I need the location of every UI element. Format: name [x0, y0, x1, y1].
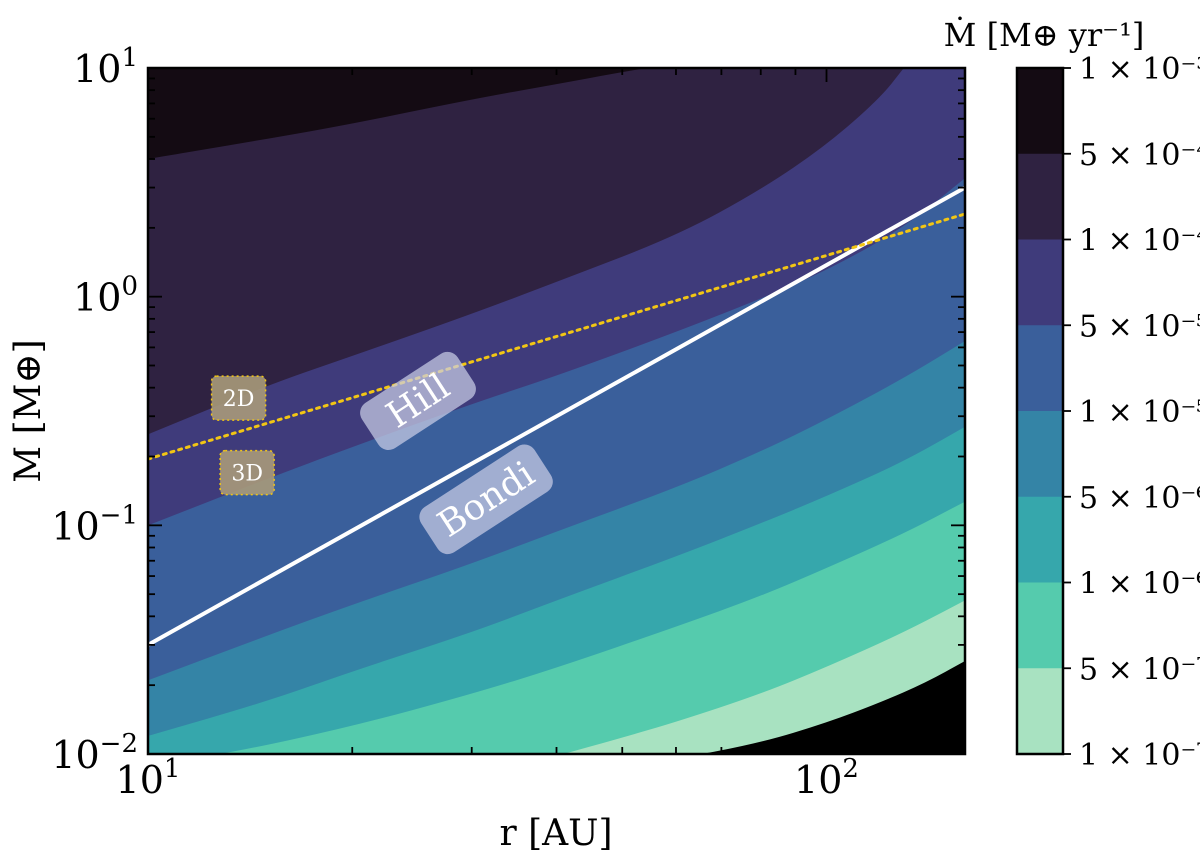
colorbar-segment: [1017, 68, 1063, 155]
x-axis-label: r [AU]: [499, 813, 612, 854]
y-tick-label: 100: [73, 272, 138, 320]
colorbar-tick-label: 1 × 10⁻³: [1079, 52, 1200, 87]
y-tick-labels: 10−2 10−1 100 101: [51, 43, 138, 777]
y-axis-label: M [M⊕]: [8, 339, 49, 482]
x-tick-label: 101: [116, 754, 181, 802]
colorbar-segment: [1017, 496, 1063, 583]
colorbar-segment: [1017, 411, 1063, 498]
axis-ticks: [147, 67, 965, 755]
contour-band: [702, 661, 965, 754]
annotation-box: [360, 351, 476, 451]
colorbar-segment: [1017, 239, 1063, 326]
y-tick-label: 10−2: [51, 729, 138, 777]
colorbar-segment: [1017, 582, 1063, 669]
colorbar-tick-label: 5 × 10⁻⁵: [1079, 309, 1200, 344]
annotation-text: 3D: [231, 462, 263, 487]
colorbar-tick-label: 5 × 10⁻⁶: [1079, 481, 1200, 516]
annotation-text: 2D: [223, 387, 255, 412]
annotation-box: [219, 449, 275, 496]
x-tick-labels: 101 102: [116, 754, 859, 802]
annotation-2d: 2D: [210, 375, 267, 421]
hill-bondi-transition-line: [148, 185, 965, 647]
colorbar-tick-label: 5 × 10⁻⁴: [1079, 138, 1200, 173]
colorbar-segment: [1017, 325, 1063, 412]
colorbar-segment: [1017, 153, 1063, 240]
y-tick-label: 101: [73, 43, 138, 91]
annotation-3d: 3D: [219, 449, 275, 496]
colorbar-tick-label: 5 × 10⁻⁷: [1079, 652, 1200, 687]
colorbar-tick-label: 1 × 10⁻⁷: [1079, 738, 1200, 773]
colorbar-segment: [1017, 668, 1063, 755]
annotation-box: [210, 375, 267, 421]
annotation-box: [419, 444, 553, 555]
colorbar-tick-label: 1 × 10⁻⁵: [1079, 395, 1200, 430]
y-tick-label: 10−1: [51, 500, 138, 548]
colorbar-title: Ṁ [M⊕ yr⁻¹]: [944, 16, 1145, 54]
x-tick-label: 102: [794, 754, 859, 802]
colorbar-tick-label: 1 × 10⁻⁴: [1079, 224, 1200, 259]
colorbar-tick-label: 1 × 10⁻⁶: [1079, 567, 1200, 602]
isothermal-2d-3d-transition-line: [148, 212, 965, 461]
colorbar: 1 × 10⁻³ 5 × 10⁻⁴ 1 × 10⁻⁴ 5 × 10⁻⁵ 1 × 10⁻⁵…: [1015, 52, 1200, 773]
